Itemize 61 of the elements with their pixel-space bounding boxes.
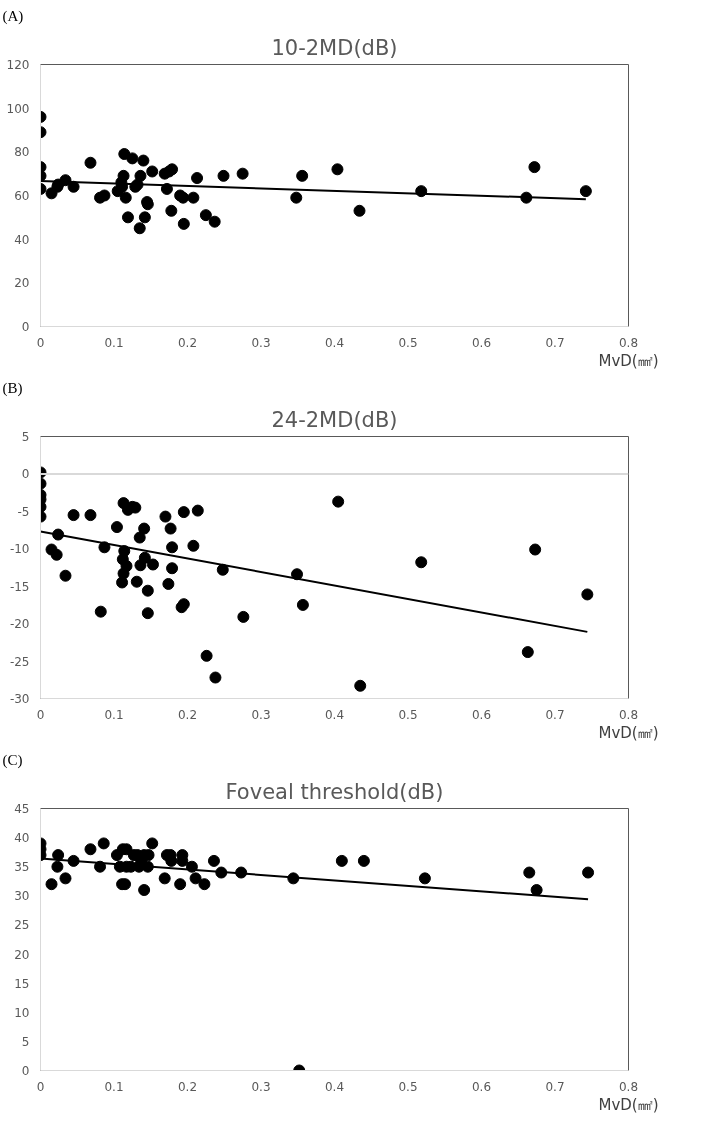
x-axis-title: MvD(㎟) bbox=[598, 351, 659, 370]
x-tick-label: 0.4 bbox=[324, 707, 345, 722]
x-tick-label: 0.7 bbox=[545, 1079, 565, 1094]
x-tick-label: 0.8 bbox=[618, 335, 639, 350]
x-tick-label: 0 bbox=[36, 1079, 45, 1094]
y-tick-label: 120 bbox=[6, 58, 30, 72]
y-tick-label: -25 bbox=[9, 654, 30, 669]
y-tick-label: 60 bbox=[14, 189, 30, 203]
x-tick-label: 0.2 bbox=[177, 707, 198, 722]
y-tick-label: 10 bbox=[14, 1005, 30, 1020]
x-tick-label: 0.7 bbox=[545, 335, 565, 350]
x-tick-label: 0.8 bbox=[618, 1079, 639, 1094]
y-tick-label: 20 bbox=[14, 947, 30, 962]
x-tick-label: 0.5 bbox=[398, 335, 418, 350]
x-tick-label: 0 bbox=[36, 335, 45, 350]
x-tick-label: 0.3 bbox=[251, 1079, 271, 1094]
y-tick-label: 45 bbox=[14, 802, 30, 816]
x-tick-label: 0.6 bbox=[471, 707, 492, 722]
y-tick-label: 0 bbox=[21, 467, 30, 482]
x-tick-label: 0.1 bbox=[104, 707, 124, 722]
y-tick-label: 20 bbox=[14, 276, 30, 291]
x-tick-label: 0.8 bbox=[618, 707, 639, 722]
y-tick-label: 0 bbox=[21, 320, 30, 334]
y-tick-label: 30 bbox=[14, 889, 30, 904]
x-tick-label: 0.6 bbox=[471, 335, 492, 350]
y-tick-label: 40 bbox=[14, 232, 30, 247]
x-tick-label: 0.3 bbox=[251, 335, 271, 350]
y-tick-label: 25 bbox=[14, 918, 30, 933]
x-tick-label: 0.1 bbox=[104, 335, 124, 350]
y-tick-label: 0 bbox=[21, 1064, 30, 1078]
x-tick-label: 0.6 bbox=[471, 1079, 492, 1094]
x-axis-title: MvD(㎟) bbox=[598, 1095, 659, 1114]
y-tick-label: 40 bbox=[14, 831, 30, 846]
y-tick-label: -30 bbox=[9, 692, 30, 706]
x-tick-label: 0.4 bbox=[324, 335, 345, 350]
y-tick-label: 80 bbox=[14, 145, 30, 160]
chart-title: 24-2MD(dB) bbox=[271, 407, 398, 432]
y-tick-label: -15 bbox=[9, 579, 30, 594]
y-tick-label: 35 bbox=[14, 860, 30, 875]
y-tick-label: 15 bbox=[14, 976, 30, 991]
x-tick-label: 0.5 bbox=[398, 1079, 418, 1094]
y-tick-label: 5 bbox=[21, 1034, 30, 1049]
y-tick-label: -5 bbox=[17, 504, 30, 519]
x-tick-label: 0 bbox=[36, 707, 45, 722]
y-tick-label: -10 bbox=[9, 542, 30, 557]
text: (C) bbox=[2, 751, 23, 769]
x-tick-label: 0.1 bbox=[104, 1079, 124, 1094]
chart-title: Foveal threshold(dB) bbox=[225, 779, 444, 804]
x-tick-label: 0.7 bbox=[545, 707, 565, 722]
x-tick-label: 0.2 bbox=[177, 1079, 198, 1094]
text: (B) bbox=[2, 379, 23, 397]
chart-title: 10-2MD(dB) bbox=[271, 35, 398, 60]
x-tick-label: 0.4 bbox=[324, 1079, 345, 1094]
x-tick-label: 0.2 bbox=[177, 335, 198, 350]
y-tick-label: -20 bbox=[9, 617, 30, 632]
x-axis-title: MvD(㎟) bbox=[598, 723, 659, 742]
text: (A) bbox=[2, 7, 24, 25]
x-tick-label: 0.3 bbox=[251, 707, 271, 722]
x-tick-label: 0.5 bbox=[398, 707, 418, 722]
y-tick-label: 100 bbox=[6, 101, 30, 116]
y-tick-label: 5 bbox=[21, 430, 30, 444]
